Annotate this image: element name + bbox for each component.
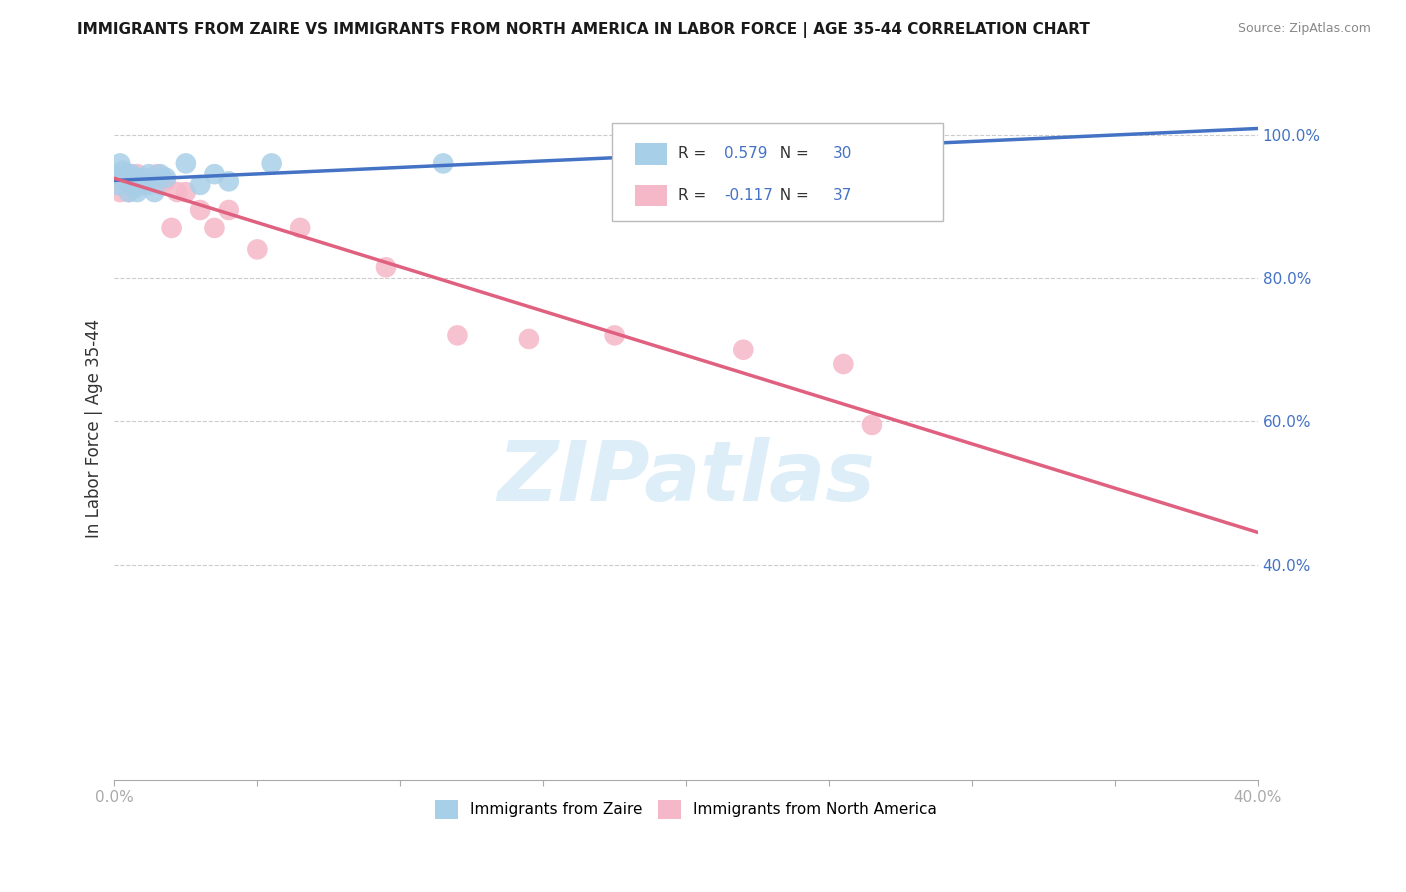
Point — [290, 220, 312, 235]
FancyBboxPatch shape — [634, 144, 666, 164]
Point — [124, 170, 146, 185]
Point — [118, 185, 141, 199]
Text: IMMIGRANTS FROM ZAIRE VS IMMIGRANTS FROM NORTH AMERICA IN LABOR FORCE | AGE 35-4: IMMIGRANTS FROM ZAIRE VS IMMIGRANTS FROM… — [77, 22, 1090, 38]
Text: ZIPatlas: ZIPatlas — [498, 437, 875, 518]
Point — [733, 343, 755, 357]
Text: -0.117: -0.117 — [724, 187, 773, 202]
Point — [121, 167, 143, 181]
Point — [129, 174, 152, 188]
FancyBboxPatch shape — [634, 185, 666, 205]
Text: N =: N = — [769, 146, 813, 161]
Point — [141, 170, 163, 185]
Point — [124, 174, 146, 188]
Point — [132, 174, 155, 188]
Point — [218, 202, 240, 217]
Point — [105, 178, 128, 192]
Point — [246, 243, 269, 257]
Point — [108, 167, 131, 181]
Point — [132, 174, 155, 188]
Point — [204, 220, 226, 235]
Text: R =: R = — [678, 146, 711, 161]
Point — [115, 174, 138, 188]
Text: R =: R = — [678, 187, 711, 202]
Point — [111, 170, 134, 185]
Text: 0.579: 0.579 — [724, 146, 768, 161]
Point — [105, 178, 128, 192]
Point — [118, 170, 141, 185]
Point — [375, 260, 398, 275]
Y-axis label: In Labor Force | Age 35-44: In Labor Force | Age 35-44 — [86, 319, 103, 538]
Point — [174, 156, 197, 170]
Point — [146, 167, 169, 181]
Point — [188, 178, 211, 192]
Text: Source: ZipAtlas.com: Source: ZipAtlas.com — [1237, 22, 1371, 36]
Point — [127, 167, 149, 181]
Point — [135, 178, 157, 192]
Point — [143, 185, 166, 199]
Point — [188, 202, 211, 217]
Point — [132, 170, 155, 185]
Point — [603, 328, 626, 343]
Point — [174, 185, 197, 199]
Point — [115, 167, 138, 181]
Point — [155, 174, 177, 188]
Point — [108, 185, 131, 199]
Point — [904, 138, 927, 153]
Point — [115, 167, 138, 181]
Point — [127, 174, 149, 188]
Point — [115, 178, 138, 192]
Point — [218, 174, 240, 188]
Point — [108, 170, 131, 185]
Point — [111, 163, 134, 178]
Legend: Immigrants from Zaire, Immigrants from North America: Immigrants from Zaire, Immigrants from N… — [429, 794, 943, 824]
Point — [132, 170, 155, 185]
Text: 30: 30 — [832, 146, 852, 161]
Point — [129, 174, 152, 188]
Point — [121, 174, 143, 188]
Point — [446, 328, 468, 343]
Point — [135, 178, 157, 192]
Text: 37: 37 — [832, 187, 852, 202]
Point — [121, 178, 143, 192]
Point — [517, 332, 540, 346]
Point — [127, 185, 149, 199]
Point — [138, 167, 160, 181]
Point — [138, 178, 160, 192]
Point — [108, 156, 131, 170]
Point — [149, 178, 172, 192]
Point — [111, 174, 134, 188]
Point — [121, 167, 143, 181]
Point — [160, 220, 183, 235]
Point — [118, 170, 141, 185]
Point — [118, 185, 141, 199]
Point — [832, 357, 855, 371]
Point — [155, 170, 177, 185]
Point — [149, 167, 172, 181]
Point — [124, 181, 146, 195]
FancyBboxPatch shape — [612, 123, 943, 221]
Point — [860, 417, 883, 432]
Text: N =: N = — [769, 187, 813, 202]
Point — [204, 167, 226, 181]
Point — [260, 156, 283, 170]
Point — [166, 185, 188, 199]
Point — [127, 170, 149, 185]
Point — [432, 156, 454, 170]
